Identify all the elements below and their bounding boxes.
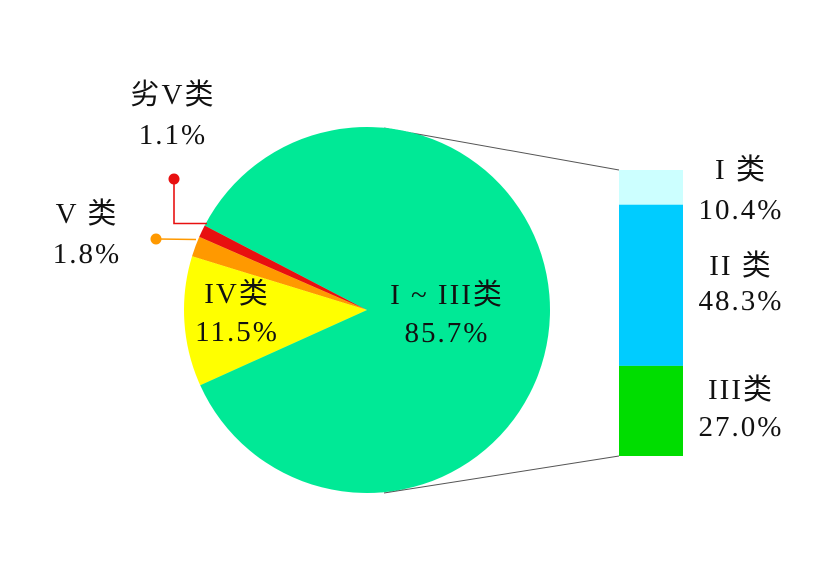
- label-bar-class-i-name: I 类: [715, 154, 767, 186]
- bar-segment-1: [619, 204, 683, 366]
- label-class-i-iii-pct: 85.7%: [404, 317, 490, 349]
- label-class-iv-name: IV类: [204, 278, 270, 310]
- label-bar-class-ii: II 类 48.3%: [666, 249, 816, 319]
- leader-dot-v: [150, 233, 162, 245]
- label-bar-class-iii: III类 27.0%: [666, 372, 816, 446]
- pie-slice-1: [192, 236, 367, 310]
- pie: [184, 126, 551, 493]
- label-bar-class-i-pct: 10.4%: [698, 194, 784, 226]
- label-class-i-iii-name: I ~ III类: [390, 279, 504, 311]
- pie-slice-3: [200, 126, 551, 493]
- leader-line-worst-v: [173, 181, 207, 225]
- leader-dot-worst-v: [168, 173, 180, 185]
- pie-slice-0: [199, 225, 367, 310]
- label-bar-class-i: I 类 10.4%: [666, 150, 816, 230]
- label-worst-v-name: 劣V类: [130, 79, 216, 111]
- leader-line-v: [157, 238, 197, 241]
- breakdown-bar: [619, 170, 683, 456]
- label-bar-class-ii-name: II 类: [709, 250, 773, 282]
- label-class-v-name: V 类: [55, 198, 119, 230]
- label-bar-class-ii-pct: 48.3%: [698, 285, 784, 317]
- connector-line-bottom: [383, 455, 620, 494]
- label-class-i-iii: I ~ III类 85.7%: [372, 276, 522, 352]
- pie-slice-2: [184, 256, 367, 386]
- bar-segment-0: [619, 170, 683, 205]
- bar-segment-2: [619, 365, 683, 456]
- label-class-v-pct: 1.8%: [52, 238, 122, 270]
- connector-line-top: [383, 127, 620, 171]
- label-worst-v: 劣V类 1.1%: [98, 75, 248, 155]
- label-class-v: V 类 1.8%: [12, 194, 162, 274]
- label-bar-class-iii-name: III类: [708, 374, 774, 406]
- label-class-iv: IV类 11.5%: [162, 275, 312, 351]
- label-worst-v-pct: 1.1%: [138, 119, 208, 151]
- label-class-iv-pct: 11.5%: [195, 316, 279, 348]
- label-bar-class-iii-pct: 27.0%: [698, 411, 784, 443]
